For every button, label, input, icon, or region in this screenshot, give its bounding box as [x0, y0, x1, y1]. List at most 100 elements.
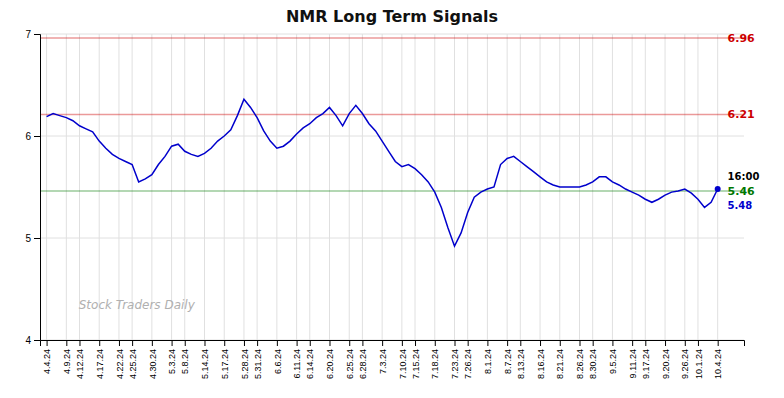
tick-mark	[362, 340, 363, 346]
x-tick-label: 10.1.24	[694, 349, 704, 379]
x-tick-label: 8.13.24	[516, 349, 526, 379]
x-tick: 5.28.24	[240, 340, 250, 379]
grid-line	[132, 34, 133, 340]
x-tick: 6.11.24	[292, 340, 302, 378]
tick-mark	[349, 340, 350, 346]
tick-mark	[224, 340, 225, 346]
x-tick: 7.18.24	[430, 340, 440, 379]
tick-mark	[435, 340, 436, 346]
tick-mark	[455, 340, 456, 346]
x-tick-label: 7.15.24	[411, 349, 421, 379]
tick-mark	[34, 136, 40, 137]
y-tick-label: 5	[25, 233, 31, 244]
x-tick: 9.26.24	[680, 340, 690, 379]
grid-line	[46, 34, 47, 340]
x-tick-label: 9.26.24	[680, 349, 690, 379]
tick-mark	[612, 340, 613, 346]
x-tick: 6.20.24	[325, 340, 335, 379]
grid-line	[40, 238, 744, 239]
x-tick: 9.5.24	[608, 340, 618, 374]
tick-mark	[257, 340, 258, 346]
x-tick-label: 5.3.24	[167, 349, 177, 374]
y-axis: 4567	[25, 29, 40, 346]
x-tick-label: 7.3.24	[378, 349, 388, 374]
x-tick-label: 6.28.24	[358, 349, 368, 379]
x-tick: 8.30.24	[588, 340, 598, 379]
tick-mark	[47, 340, 48, 346]
y-tick: 7	[25, 29, 40, 40]
y-tick-label: 4	[25, 335, 31, 346]
annotations: 6.966.215.4616:005.48Stock Traders Daily…	[79, 7, 760, 312]
x-tick-label: 4.17.24	[95, 349, 105, 379]
x-tick: 8.1.24	[483, 340, 493, 374]
x-tick: 6.25.24	[345, 340, 355, 379]
x-tick: 8.21.24	[555, 340, 565, 379]
tick-mark	[34, 238, 40, 239]
x-tick-label: 7.26.24	[463, 349, 473, 379]
grid-line	[401, 34, 402, 340]
grid-line	[309, 34, 310, 340]
tick-mark	[593, 340, 594, 346]
grid-line	[79, 34, 80, 340]
tick-mark	[66, 340, 67, 346]
x-tick-label: 4.12.24	[75, 349, 85, 379]
x-tick: 6.28.24	[358, 340, 368, 379]
x-tick: 4.30.24	[148, 340, 158, 379]
x-tick: 5.31.24	[253, 340, 263, 379]
x-tick: 9.20.24	[661, 340, 671, 379]
x-tick-label: 9.5.24	[608, 349, 618, 374]
x-tick-label: 7.10.24	[398, 349, 408, 379]
x-tick-label: 6.11.24	[292, 349, 302, 378]
tick-mark	[540, 340, 541, 346]
x-tick: 5.17.24	[220, 340, 230, 379]
x-tick-label: 4.22.24	[115, 349, 125, 379]
grid-line	[99, 34, 100, 340]
reference-label: 5.46	[728, 185, 755, 198]
x-tick-label: 10.4.24	[713, 349, 723, 379]
chart: 4.4.24 4.9.244.12.24 4.17.24 4.22.244.25.24…	[0, 0, 784, 398]
x-tick: 8.26.24	[575, 340, 585, 379]
grid-line	[487, 34, 488, 340]
x-tick-label: 6.6.24	[273, 349, 283, 374]
x-tick-label: 4.4.24	[42, 349, 52, 374]
grid-line	[204, 34, 205, 340]
tick-mark	[79, 340, 80, 346]
x-tick-label: 5.17.24	[220, 349, 230, 379]
x-tick: 7.3.24	[378, 340, 388, 374]
price-line	[47, 99, 718, 246]
tick-mark	[487, 340, 488, 346]
y-axis-line	[34, 35, 41, 341]
tick-mark	[99, 340, 100, 346]
tick-mark	[310, 340, 311, 346]
tick-mark	[468, 340, 469, 346]
x-tick: 8.13.24	[516, 340, 526, 379]
grid-line	[257, 34, 258, 340]
tick-mark	[34, 340, 40, 341]
x-tick-label: 6.14.24	[305, 349, 315, 379]
tick-mark	[685, 340, 686, 346]
grid-line	[349, 34, 350, 340]
x-tick: 7.10.24	[398, 340, 408, 379]
x-tick: 4.12.24	[75, 340, 85, 379]
grid-line	[40, 34, 744, 35]
tick-mark	[297, 340, 298, 346]
x-tick-label: 9.11.24	[628, 349, 638, 378]
x-tick: 5.3.24	[167, 340, 177, 374]
grid-line	[415, 34, 416, 340]
grid-line	[434, 34, 435, 340]
x-tick: 6.14.24	[305, 340, 315, 379]
grid-line	[276, 34, 277, 340]
tick-mark	[132, 340, 133, 346]
y-tick: 5	[25, 233, 40, 244]
x-axis: 4.4.24 4.9.244.12.24 4.17.24 4.22.244.25.24…	[41, 340, 745, 379]
tick-mark	[382, 340, 383, 346]
grid-line	[243, 34, 244, 340]
x-tick-label: 8.21.24	[555, 349, 565, 379]
x-tick: 4.9.24	[62, 340, 72, 374]
x-tick: 4.4.24	[42, 340, 52, 374]
x-tick-label: 5.31.24	[253, 349, 263, 379]
tick-mark	[665, 340, 666, 346]
x-tick-label: 7.23.24	[450, 349, 460, 379]
grid-line	[697, 34, 698, 340]
x-tick: 4.25.24	[128, 340, 138, 379]
